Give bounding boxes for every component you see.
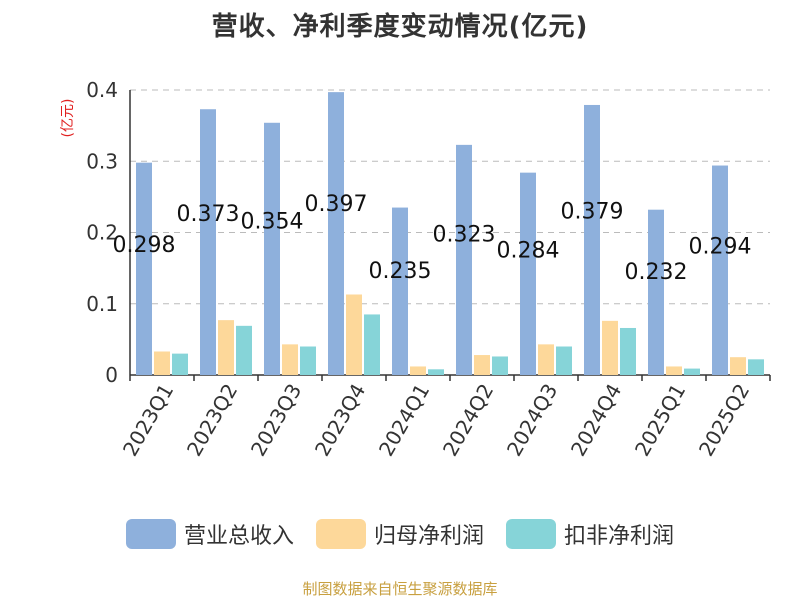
x-tick-label: 2023Q3 bbox=[246, 380, 306, 461]
data-label: 0.397 bbox=[305, 192, 368, 217]
bar bbox=[648, 209, 664, 375]
data-label: 0.232 bbox=[625, 260, 688, 285]
x-tick-label: 2024Q1 bbox=[374, 380, 434, 461]
y-tick-label: 0.4 bbox=[86, 78, 118, 102]
data-label: 0.379 bbox=[561, 199, 624, 224]
bar bbox=[538, 344, 554, 375]
legend-label: 营业总收入 bbox=[183, 524, 294, 549]
bar bbox=[712, 165, 728, 375]
bar bbox=[456, 144, 472, 375]
data-label: 0.373 bbox=[177, 202, 240, 227]
bar bbox=[492, 356, 508, 375]
bar bbox=[730, 357, 746, 375]
x-tick-label: 2023Q2 bbox=[182, 380, 242, 461]
bar bbox=[264, 122, 280, 376]
bar bbox=[584, 104, 600, 376]
bar bbox=[428, 369, 444, 375]
bar bbox=[172, 353, 188, 375]
bar bbox=[684, 368, 700, 375]
data-label: 0.323 bbox=[433, 223, 496, 248]
legend-swatch bbox=[125, 519, 176, 549]
bar bbox=[346, 294, 362, 375]
bar bbox=[200, 109, 216, 376]
x-tick-label: 2024Q4 bbox=[566, 380, 626, 461]
x-tick-label: 2025Q1 bbox=[630, 380, 690, 461]
bar bbox=[410, 366, 426, 375]
x-tick-label: 2024Q3 bbox=[502, 380, 562, 461]
data-label: 0.284 bbox=[497, 239, 560, 264]
y-tick-label: 0.1 bbox=[86, 292, 118, 316]
y-tick-label: 0.2 bbox=[86, 221, 118, 245]
data-label: 0.294 bbox=[689, 235, 752, 260]
bar bbox=[666, 366, 682, 375]
bar bbox=[602, 320, 618, 375]
chart-title: 营收、净利季度变动情况(亿元) bbox=[211, 12, 589, 42]
legend-swatch bbox=[315, 519, 366, 549]
bar bbox=[236, 325, 252, 375]
bar bbox=[136, 162, 152, 375]
x-tick-label: 2024Q2 bbox=[438, 380, 498, 461]
y-tick-label: 0.3 bbox=[86, 149, 118, 173]
bar bbox=[154, 351, 170, 375]
y-axis-label: (亿元) bbox=[60, 99, 76, 138]
bar bbox=[748, 359, 764, 375]
x-tick-label: 2023Q1 bbox=[118, 380, 178, 461]
bar bbox=[282, 344, 298, 375]
legend-item[interactable]: 扣非净利润 bbox=[506, 518, 674, 550]
data-label: 0.235 bbox=[369, 259, 432, 284]
bar bbox=[474, 355, 490, 375]
legend-item[interactable]: 营业总收入 bbox=[125, 518, 294, 550]
data-label: 0.298 bbox=[113, 233, 176, 258]
bar bbox=[620, 327, 636, 375]
bar bbox=[300, 346, 316, 375]
legend-swatch bbox=[506, 519, 556, 549]
bar-chart: (亿元) 0 0.1 0.2 0.3 0.4 2023Q1 2023Q2 2023Q3 2023Q… bbox=[60, 78, 771, 461]
bar bbox=[556, 346, 572, 375]
y-tick-label: 0 bbox=[105, 363, 118, 387]
legend-label: 扣非净利润 bbox=[564, 524, 675, 549]
data-source-note: 制图数据来自恒生聚源数据库 bbox=[302, 580, 498, 598]
legend-item[interactable]: 归母净利润 bbox=[315, 518, 484, 550]
legend-label: 归母净利润 bbox=[373, 524, 484, 549]
x-tick-label: 2025Q2 bbox=[694, 380, 754, 461]
data-label: 0.354 bbox=[241, 210, 304, 235]
bar bbox=[218, 320, 234, 375]
bar bbox=[328, 92, 344, 375]
bar bbox=[364, 314, 380, 375]
x-tick-label: 2023Q4 bbox=[310, 380, 370, 461]
bar bbox=[520, 172, 536, 375]
legend: 营业总收入 归母净利润 扣非净利润 bbox=[0, 518, 800, 550]
bar bbox=[392, 207, 408, 375]
